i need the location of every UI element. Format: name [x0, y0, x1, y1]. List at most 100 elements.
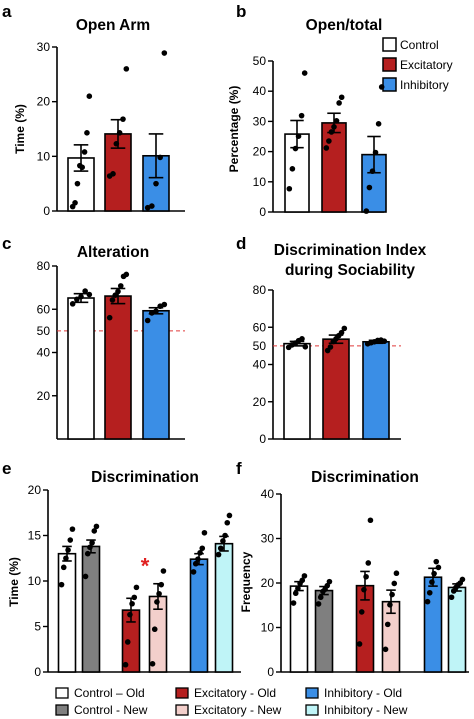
chart-a-point [149, 203, 155, 209]
chart-e-point [127, 611, 133, 618]
chart-e-point [190, 569, 197, 575]
chart-a-ylabel: Time (%) [13, 104, 27, 154]
panel-label-d: d [236, 234, 246, 253]
chart-f-point [363, 573, 369, 580]
bottom-legend-swatch-control-old [55, 687, 69, 699]
chart-e-point [215, 551, 222, 558]
chart-d-tick-label: 20 [253, 395, 267, 409]
chart-c-point [144, 317, 151, 324]
chart-a-point [113, 140, 120, 147]
chart-f-point [292, 590, 299, 597]
chart-e-significance-star: * [141, 553, 150, 578]
chart-b-tick-label: 50 [253, 54, 267, 68]
chart-c-point [123, 271, 130, 278]
bottom-legend-swatch-control-new [55, 704, 69, 716]
bottom-legend-swatch-inhibitory-new [305, 704, 319, 716]
chart-e-point [224, 519, 231, 526]
chart-b-point [331, 124, 337, 130]
chart-f-bar-5 [447, 586, 467, 673]
chart-c-bar-0 [67, 297, 95, 440]
chart-e-point [220, 538, 226, 544]
chart-e-point [63, 555, 69, 562]
chart-e-point [201, 529, 208, 536]
chart-e-point [84, 550, 91, 557]
chart-f-point [384, 621, 391, 628]
chart-e-point [89, 539, 95, 546]
chart-c-bar-2 [142, 309, 170, 440]
chart-e-point [122, 661, 129, 668]
chart-d-bar-1 [322, 338, 350, 440]
chart-e-point [82, 573, 89, 580]
chart-e-point [154, 599, 160, 605]
legend-swatch-excitatory [382, 57, 397, 72]
bottom-legend-label-excitatory-new: Excitatory - New [194, 703, 282, 717]
chart-e-point [160, 568, 167, 574]
chart-a-point [79, 164, 85, 171]
legend-label-control: Control [400, 38, 439, 52]
chart-a-point [123, 66, 130, 72]
chart-f-point [356, 641, 363, 647]
bottom-legend-label-inhibitory-new: Inhibitory - New [324, 703, 408, 717]
chart-e-point [131, 594, 138, 601]
chart-f-point [389, 591, 395, 598]
chart-b-tick-label: 0 [259, 205, 266, 219]
chart-b-point [286, 185, 293, 192]
chart-a-point [157, 154, 163, 161]
chart-b-point [292, 145, 299, 152]
legend-swatch-inhibitory [382, 77, 397, 92]
chart-e-bar-0 [57, 552, 77, 673]
chart-d-bar-2 [362, 340, 390, 440]
chart-f-point [393, 570, 400, 577]
chart-e-point [226, 512, 233, 519]
chart-e-point [197, 549, 203, 556]
chart-a-point [84, 130, 90, 136]
chart-c-title: Alteration [77, 244, 149, 261]
chart-f-point [315, 601, 322, 607]
chart-e-point [93, 523, 100, 530]
chart-f-point [382, 646, 389, 653]
chart-f-point [361, 586, 367, 593]
chart-b-point [338, 94, 345, 101]
chart-c-reference-label: 50 [37, 324, 51, 338]
chart-b-tick-label: 20 [253, 145, 267, 159]
chart-e-tick-label: 20 [28, 483, 42, 497]
chart-b-title: Open/total [306, 17, 383, 34]
chart-f-tick-label: 20 [261, 576, 275, 590]
chart-e-bar-5 [214, 542, 234, 673]
chart-d-title-line2: during Sociability [285, 262, 415, 279]
chart-e-point [58, 581, 65, 588]
chart-f-point [431, 570, 437, 577]
chart-e-tick-label: 15 [28, 529, 42, 543]
chart-f-tick-label: 40 [261, 487, 275, 501]
chart-f-bar-0 [289, 585, 309, 673]
chart-c-tick-label: 20 [37, 389, 51, 403]
chart-e-point [192, 560, 199, 567]
panel-label-f: f [236, 459, 242, 478]
chart-f-point [435, 564, 442, 571]
chart-c-tick-label: 60 [37, 302, 51, 316]
bottom-legend-label-control-old: Control – Old [74, 686, 145, 700]
chart-f-point [301, 573, 308, 579]
chart-f-point [317, 594, 324, 601]
chart-b-ylabel: Percentage (%) [227, 86, 241, 173]
chart-d-tick-label: 80 [253, 283, 267, 297]
chart-b-legend: Control Excitatory Inhibitory [382, 37, 453, 92]
chart-c-point [117, 283, 124, 289]
chart-b-point [298, 112, 305, 119]
chart-e-point [69, 526, 76, 532]
chart-d-point [338, 329, 345, 336]
chart-d-tick-label: 40 [253, 358, 267, 372]
chart-e-point [199, 545, 206, 552]
chart-e-point [151, 626, 158, 633]
chart-f-point [358, 609, 365, 615]
chart-d-point [341, 325, 348, 332]
chart-e-point [217, 545, 224, 552]
chart-b-point [372, 149, 379, 156]
chart-e-point [156, 590, 162, 597]
chart-d-point [327, 344, 334, 350]
chart-b-point [301, 70, 308, 76]
chart-d-point [302, 344, 309, 350]
chart-f-point [299, 577, 306, 584]
chart-f-tick-label: 10 [261, 621, 275, 635]
